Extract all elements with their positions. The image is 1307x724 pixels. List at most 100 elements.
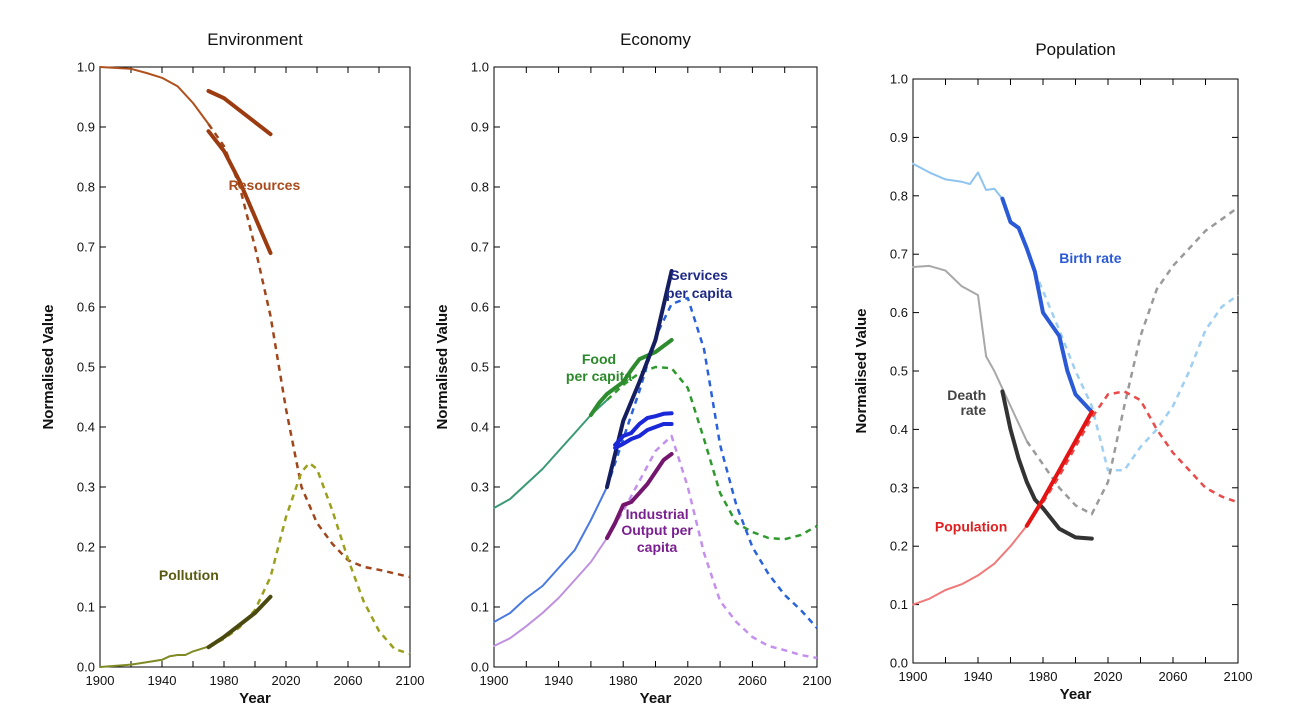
eco-series-line-3 bbox=[493, 486, 608, 623]
y-axis-label: Normalised Value bbox=[434, 304, 451, 429]
plot-frame bbox=[912, 78, 1239, 664]
env-annotation-1: Pollution bbox=[159, 567, 219, 583]
eco-annotation-6: capita bbox=[637, 539, 678, 555]
y-tick-label: 0.4 bbox=[77, 420, 95, 435]
y-tick-label: 1.0 bbox=[471, 60, 489, 75]
environment-panel: Environment 0.0 0.1 0.2 0.3 0.4 0.5 0.6 0.7 0.8 0.… bbox=[40, 30, 424, 707]
y-axis-label: Normalised Value bbox=[853, 308, 870, 433]
pop-series-line-0 bbox=[912, 162, 1004, 200]
y-tick-label: 0.0 bbox=[471, 660, 489, 675]
y-tick-label: 0.3 bbox=[77, 480, 95, 495]
pop-series-line-2 bbox=[1033, 271, 1239, 472]
pop-series-line-4 bbox=[1000, 389, 1094, 541]
y-tick-label: 0.7 bbox=[890, 247, 908, 262]
y-tick-label: 0.3 bbox=[890, 480, 908, 495]
y-tick-label: 0.6 bbox=[890, 305, 908, 320]
chart-title: Environment bbox=[207, 30, 303, 49]
y-tick-label: 1.0 bbox=[890, 72, 908, 87]
y-tick-label: 0.8 bbox=[890, 188, 908, 203]
eco-series-line-8 bbox=[493, 537, 608, 647]
y-tick-label: 0.8 bbox=[471, 180, 489, 195]
pop-series-line-1 bbox=[1000, 196, 1094, 414]
y-tick-label: 0.5 bbox=[890, 364, 908, 379]
pop-annotation-0: Birth rate bbox=[1059, 250, 1121, 266]
x-tick-label: 2100 bbox=[396, 673, 425, 688]
x-tick-label: 1940 bbox=[544, 673, 573, 688]
y-tick-label: 0.2 bbox=[471, 540, 489, 555]
eco-annotation-5: Output per bbox=[621, 522, 693, 538]
eco-series-line-6 bbox=[613, 422, 674, 450]
pop-series-line-5 bbox=[1025, 206, 1239, 516]
y-tick-label: 0.1 bbox=[471, 600, 489, 615]
x-tick-label: 1980 bbox=[210, 673, 239, 688]
eco-series-line-0 bbox=[493, 399, 608, 509]
x-tick-label: 2100 bbox=[1224, 669, 1253, 684]
x-tick-label: 1980 bbox=[609, 673, 638, 688]
y-axis-label: Normalised Value bbox=[40, 304, 57, 429]
x-tick-label: 2060 bbox=[738, 673, 767, 688]
x-tick-label: 1940 bbox=[148, 673, 177, 688]
x-tick-label: 2020 bbox=[673, 673, 702, 688]
eco-annotation-3: per capita bbox=[566, 368, 632, 384]
y-tick-label: 0.9 bbox=[77, 120, 95, 135]
y-tick-label: 0.5 bbox=[77, 360, 95, 375]
env-series-line-5 bbox=[206, 594, 273, 650]
chart-title: Economy bbox=[620, 30, 691, 49]
y-tick-label: 0.1 bbox=[890, 597, 908, 612]
eco-series-line-1 bbox=[588, 338, 674, 417]
eco-annotation-0: Services bbox=[670, 267, 728, 283]
x-tick-label: 1900 bbox=[899, 669, 928, 684]
y-tick-label: 0.9 bbox=[471, 120, 489, 135]
x-tick-label: 2020 bbox=[272, 673, 301, 688]
y-tick-label: 0.5 bbox=[471, 360, 489, 375]
y-tick-label: 0.7 bbox=[77, 240, 95, 255]
pop-annotation-1: Death bbox=[947, 387, 986, 403]
eco-annotation-2: Food bbox=[582, 351, 616, 367]
plot-frame bbox=[99, 66, 411, 668]
y-tick-label: 0.8 bbox=[77, 180, 95, 195]
x-tick-label: 1900 bbox=[86, 673, 115, 688]
x-axis-label: Year bbox=[1060, 686, 1092, 703]
env-series-line-2 bbox=[206, 129, 273, 255]
y-tick-label: 0.6 bbox=[77, 300, 95, 315]
y-tick-label: 0.2 bbox=[77, 540, 95, 555]
y-tick-label: 0.0 bbox=[890, 656, 908, 671]
pop-annotation-3: Population bbox=[935, 519, 1007, 535]
eco-series-line-5 bbox=[605, 296, 818, 629]
eco-series-line-9 bbox=[605, 452, 674, 540]
pop-series-line-6 bbox=[912, 524, 1028, 606]
env-series-line-0 bbox=[99, 66, 210, 125]
pop-series-line-3 bbox=[912, 264, 1028, 443]
x-tick-label: 1940 bbox=[964, 669, 993, 684]
y-tick-label: 1.0 bbox=[77, 60, 95, 75]
env-annotation-0: Resources bbox=[229, 177, 301, 193]
population-panel: Population 0.0 0.1 0.2 0.3 0.4 0.5 0.6 0.7 0.8 0.9… bbox=[853, 40, 1252, 703]
x-tick-label: 1900 bbox=[480, 673, 509, 688]
env-series-line-4 bbox=[99, 645, 210, 668]
x-axis-label: Year bbox=[640, 690, 672, 707]
x-tick-label: 1980 bbox=[1029, 669, 1058, 684]
y-tick-label: 0.1 bbox=[77, 600, 95, 615]
eco-series-line-10 bbox=[605, 434, 818, 660]
y-tick-label: 0.2 bbox=[890, 539, 908, 554]
y-tick-label: 0.9 bbox=[890, 130, 908, 145]
y-tick-label: 0.4 bbox=[890, 422, 908, 437]
pop-annotation-2: rate bbox=[960, 402, 986, 418]
x-axis-label: Year bbox=[239, 690, 271, 707]
x-tick-label: 2100 bbox=[803, 673, 832, 688]
chart-title: Population bbox=[1035, 40, 1115, 59]
env-series-line-3 bbox=[207, 123, 411, 579]
eco-series-line-7 bbox=[613, 411, 674, 447]
pop-series-line-7 bbox=[1024, 409, 1094, 528]
x-tick-label: 2020 bbox=[1094, 669, 1123, 684]
y-tick-label: 0.7 bbox=[471, 240, 489, 255]
eco-annotation-4: Industrial bbox=[626, 506, 689, 522]
y-tick-label: 0.0 bbox=[77, 660, 95, 675]
y-tick-label: 0.3 bbox=[471, 480, 489, 495]
eco-annotation-1: per capita bbox=[666, 285, 732, 301]
y-tick-label: 0.6 bbox=[471, 300, 489, 315]
x-tick-label: 2060 bbox=[334, 673, 363, 688]
env-series-line-1 bbox=[206, 89, 273, 137]
economy-panel: Economy 0.0 0.1 0.2 0.3 0.4 0.5 0.6 0.7 0.8 0.9 1.0… bbox=[434, 30, 831, 707]
